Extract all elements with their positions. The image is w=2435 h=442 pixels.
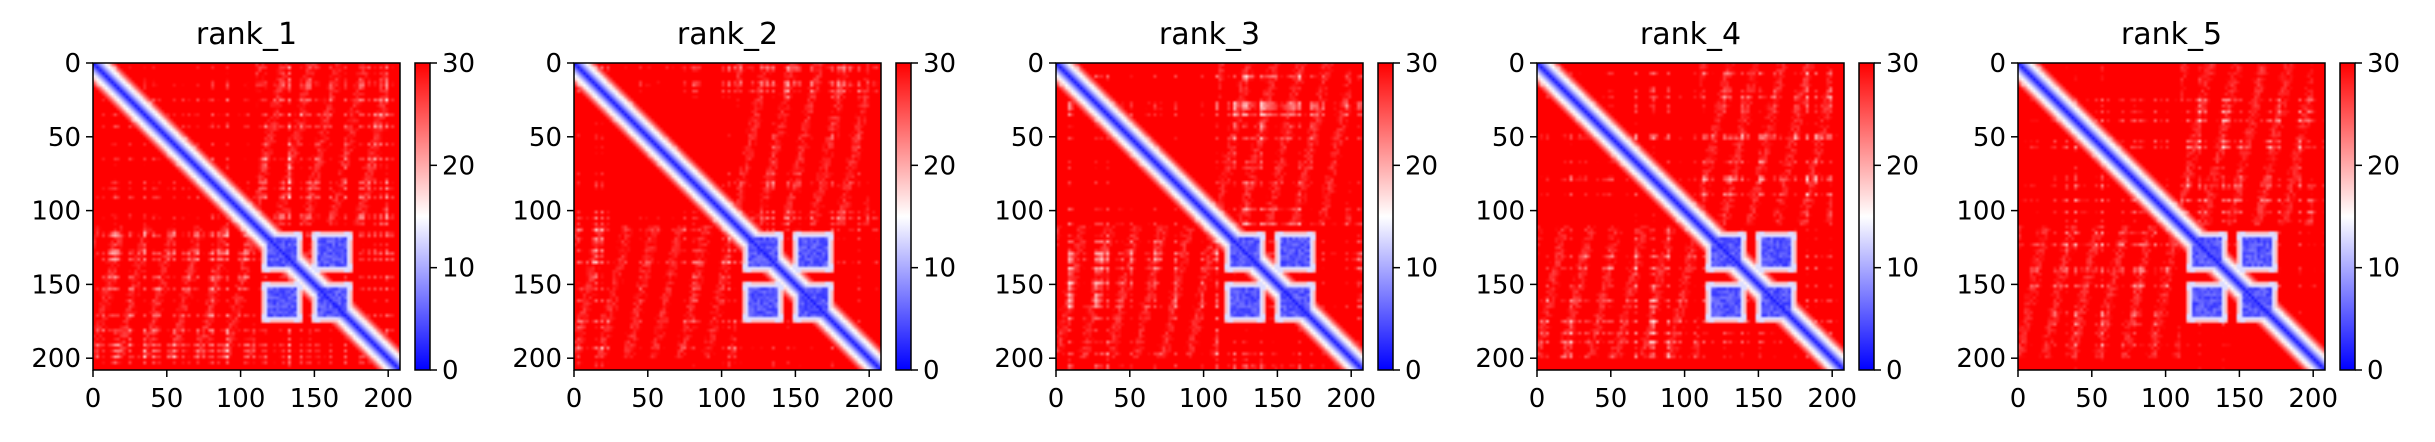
axes-frame — [2017, 62, 2326, 371]
x-tick-label: 0 — [1048, 384, 1065, 414]
y-tick-label: 50 — [48, 123, 81, 153]
x-tick-label: 50 — [631, 384, 664, 414]
panel-title: rank_1 — [196, 17, 297, 52]
colorbar-tick-label: 20 — [923, 151, 956, 181]
y-tick-label: 50 — [529, 123, 562, 153]
colorbar-tick-label: 0 — [2367, 356, 2384, 386]
colorbar-tick-label: 20 — [2367, 151, 2400, 181]
x-tick-label: 150 — [1253, 384, 1303, 414]
x-tick-label: 0 — [2010, 384, 2027, 414]
x-tick-label: 0 — [85, 384, 102, 414]
colorbar-tick-label: 0 — [923, 356, 940, 386]
colorbar-tick-label: 10 — [923, 254, 956, 284]
axes-frame — [573, 62, 882, 371]
x-tick-label: 100 — [1660, 384, 1710, 414]
y-tick-label: 100 — [1475, 197, 1525, 227]
x-tick-label: 100 — [216, 384, 266, 414]
panel-title: rank_3 — [1159, 17, 1260, 52]
colorbar-tick-label: 10 — [2367, 254, 2400, 284]
y-tick-label: 150 — [1956, 270, 2006, 300]
colorbar-tick-label: 30 — [1405, 49, 1438, 79]
colorbar-tick-label: 10 — [1886, 254, 1919, 284]
colorbar — [1858, 62, 1875, 371]
x-tick-label: 200 — [2288, 384, 2338, 414]
colorbar-tick-label: 20 — [1886, 151, 1919, 181]
y-tick-label: 150 — [512, 270, 562, 300]
colorbar — [1377, 62, 1394, 371]
y-tick-label: 50 — [1973, 123, 2006, 153]
y-tick-label: 100 — [31, 197, 81, 227]
y-tick-label: 200 — [994, 344, 1044, 374]
x-tick-label: 150 — [771, 384, 821, 414]
colorbar-tick-label: 20 — [442, 151, 475, 181]
y-tick-label: 200 — [1956, 344, 2006, 374]
x-tick-label: 150 — [290, 384, 340, 414]
colorbar-tick-label: 20 — [1405, 151, 1438, 181]
x-tick-label: 150 — [1734, 384, 1784, 414]
y-tick-label: 100 — [1956, 197, 2006, 227]
heatmap-image — [574, 63, 881, 370]
x-tick-label: 50 — [1113, 384, 1146, 414]
y-tick-label: 50 — [1011, 123, 1044, 153]
y-tick-label: 200 — [31, 344, 81, 374]
y-tick-label: 0 — [1508, 49, 1525, 79]
panel-title: rank_2 — [677, 17, 778, 52]
x-tick-label: 150 — [2215, 384, 2265, 414]
x-tick-label: 100 — [1179, 384, 1229, 414]
colorbar-tick-label: 0 — [1405, 356, 1422, 386]
x-tick-label: 200 — [1807, 384, 1857, 414]
y-tick-label: 150 — [994, 270, 1044, 300]
y-tick-label: 0 — [64, 49, 81, 79]
colorbar-tick-label: 30 — [442, 49, 475, 79]
x-tick-label: 50 — [1594, 384, 1627, 414]
colorbar-tick-label: 10 — [1405, 254, 1438, 284]
colorbar — [2339, 62, 2356, 371]
heatmap-image — [2018, 63, 2325, 370]
heatmap-image — [93, 63, 400, 370]
x-tick-label: 0 — [566, 384, 583, 414]
axes-frame — [1055, 62, 1364, 371]
y-tick-label: 200 — [1475, 344, 1525, 374]
heatmap-image — [1537, 63, 1844, 370]
colorbar-tick-label: 30 — [923, 49, 956, 79]
colorbar-tick-label: 0 — [1886, 356, 1903, 386]
x-tick-label: 50 — [2075, 384, 2108, 414]
colorbar-tick-label: 10 — [442, 254, 475, 284]
y-tick-label: 0 — [1027, 49, 1044, 79]
panel-title: rank_5 — [2121, 17, 2222, 52]
heatmap-image — [1056, 63, 1363, 370]
axes-frame — [92, 62, 401, 371]
y-tick-label: 50 — [1492, 123, 1525, 153]
y-tick-label: 200 — [512, 344, 562, 374]
axes-frame — [1536, 62, 1845, 371]
y-tick-label: 0 — [1989, 49, 2006, 79]
y-tick-label: 150 — [31, 270, 81, 300]
x-tick-label: 200 — [363, 384, 413, 414]
colorbar — [414, 62, 431, 371]
colorbar-tick-label: 30 — [1886, 49, 1919, 79]
x-tick-label: 100 — [697, 384, 747, 414]
y-tick-label: 100 — [994, 197, 1044, 227]
x-tick-label: 50 — [150, 384, 183, 414]
panel-title: rank_4 — [1640, 17, 1741, 52]
colorbar-tick-label: 30 — [2367, 49, 2400, 79]
colorbar-tick-label: 0 — [442, 356, 459, 386]
y-tick-label: 100 — [512, 197, 562, 227]
x-tick-label: 200 — [844, 384, 894, 414]
x-tick-label: 200 — [1326, 384, 1376, 414]
y-tick-label: 150 — [1475, 270, 1525, 300]
x-tick-label: 100 — [2141, 384, 2191, 414]
colorbar — [895, 62, 912, 371]
x-tick-label: 0 — [1529, 384, 1546, 414]
y-tick-label: 0 — [545, 49, 562, 79]
